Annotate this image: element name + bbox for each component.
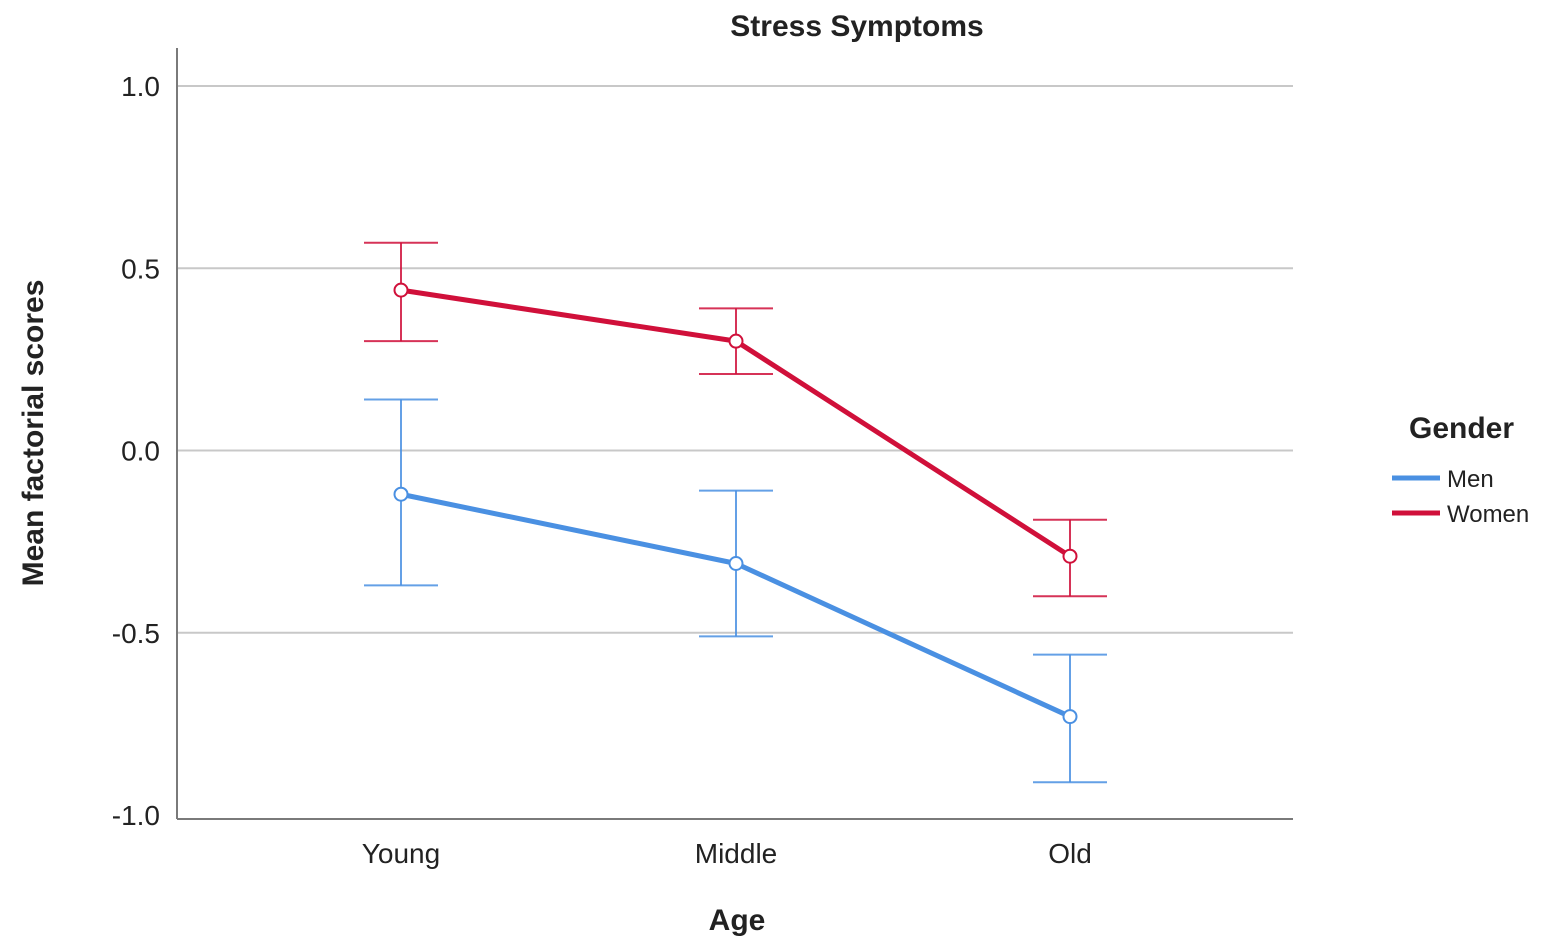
legend-title: Gender — [1409, 412, 1514, 445]
women-point — [393, 282, 409, 298]
y-axis-title: Mean factorial scores — [17, 280, 50, 587]
legend: Gender Men Women — [1392, 412, 1529, 528]
women-point — [1062, 548, 1078, 564]
series-men — [364, 398, 1107, 784]
legend-items: Men Women — [1392, 466, 1529, 528]
x-tick-label: Old — [1048, 838, 1092, 869]
legend-label-men: Men — [1447, 466, 1494, 493]
y-tick-labels: 1.0 0.5 0.0 -0.5 -1.0 — [112, 71, 160, 831]
men-point — [1062, 709, 1078, 725]
x-tick-label: Young — [362, 838, 440, 869]
series — [364, 241, 1107, 784]
y-tick-label: 0.0 — [121, 436, 160, 467]
x-axis-title: Age — [709, 904, 766, 937]
men-point — [728, 555, 744, 571]
x-tick-label: Middle — [695, 838, 777, 869]
x-tick-labels: Young Middle Old — [362, 838, 1092, 869]
axes — [176, 48, 1293, 820]
y-tick-label: -0.5 — [112, 618, 160, 649]
chart-title: Stress Symptoms — [730, 10, 983, 43]
men-point — [393, 486, 409, 502]
women-point — [728, 333, 744, 349]
series-women — [364, 241, 1107, 598]
y-tick-label: 0.5 — [121, 253, 160, 284]
y-tick-label: -1.0 — [112, 800, 160, 831]
legend-label-women: Women — [1447, 501, 1529, 528]
y-tick-label: 1.0 — [121, 71, 160, 102]
